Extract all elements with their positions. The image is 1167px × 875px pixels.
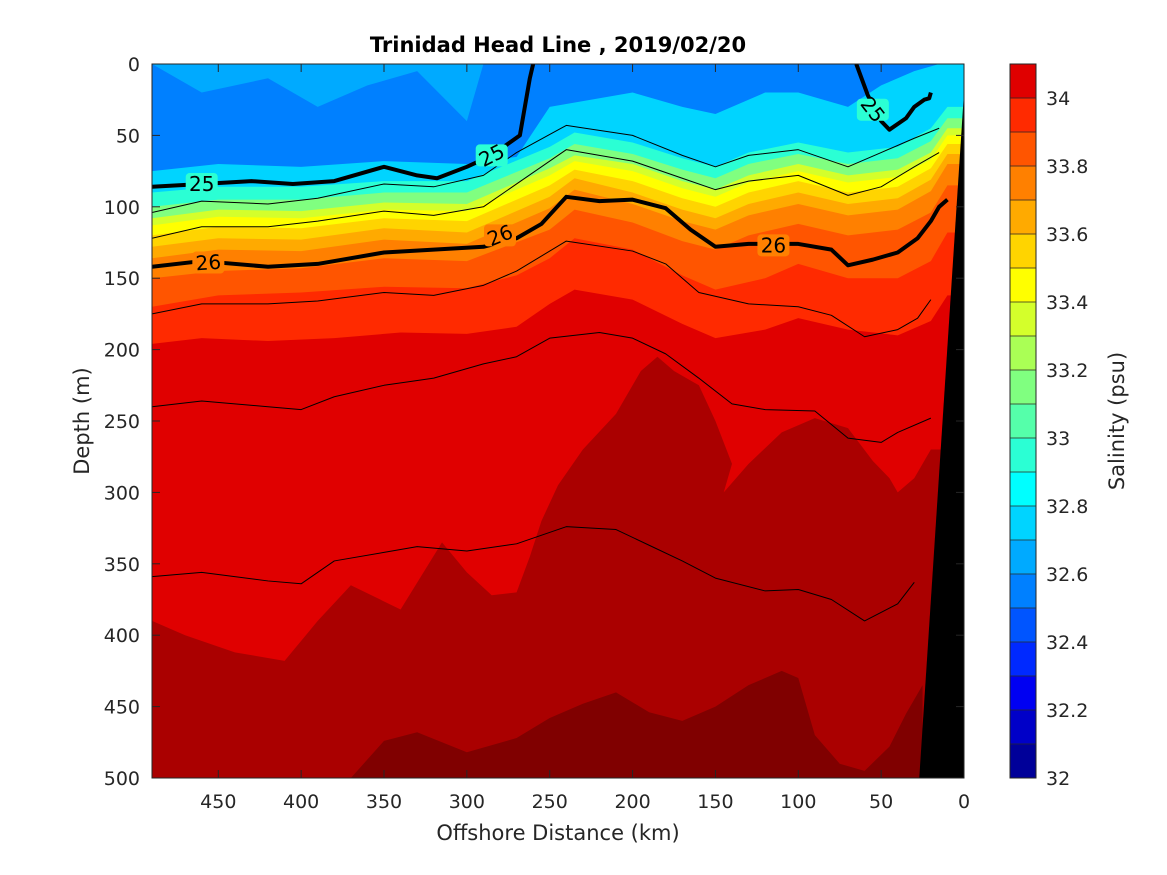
salinity-band-34.2	[350, 670, 923, 778]
contour-label-background	[475, 144, 508, 167]
y-tick-label: 450	[104, 697, 140, 719]
plot-area	[152, 64, 964, 778]
x-tick-label: 400	[283, 791, 319, 813]
colorbar-tick-label: 32.4	[1046, 632, 1088, 654]
colorbar-segment	[1010, 608, 1036, 643]
colorbar-tick-label: 32.6	[1046, 564, 1088, 586]
colorbar-segment	[1010, 438, 1036, 473]
density-contour-25	[152, 64, 536, 189]
density-contour-26	[152, 194, 949, 269]
y-tick-label: 300	[104, 482, 140, 504]
colorbar-segment	[1010, 336, 1036, 371]
colorbar-tick-label: 32.8	[1046, 496, 1088, 518]
colorbar-segment	[1010, 642, 1036, 677]
colorbar-segment	[1010, 744, 1036, 779]
x-tick-label: 250	[532, 791, 568, 813]
colorbar-segment	[1010, 404, 1036, 439]
colorbar: 32 32.2 32.4 32.6 32.8 33 33.2 33.4 33.6 33.8 34	[1009, 63, 1088, 790]
y-tick-label: 500	[104, 768, 140, 790]
x-tick-label: 450	[200, 791, 236, 813]
y-tick-label: 150	[104, 268, 140, 290]
colorbar-segment	[1010, 370, 1036, 405]
x-tick-label: 0	[958, 791, 970, 813]
colorbar-segment	[1010, 506, 1036, 541]
colorbar-tick-label: 32	[1046, 768, 1070, 790]
chart-title: Trinidad Head Line , 2019/02/20	[370, 33, 746, 57]
colorbar-segment	[1010, 200, 1036, 235]
y-axis-label: Depth (m)	[70, 367, 94, 474]
y-tick-label: 100	[104, 197, 140, 219]
colorbar-tick-label: 34	[1046, 88, 1070, 110]
colorbar-tick-label: 33.6	[1046, 224, 1088, 246]
colorbar-segment	[1010, 710, 1036, 745]
colorbar-frame	[1009, 63, 1037, 779]
colorbar-tick-label: 33.2	[1046, 360, 1088, 382]
y-tick-label: 50	[116, 125, 140, 147]
contour-label-background	[484, 224, 516, 247]
density-contour-minor-5	[152, 240, 932, 338]
salinity-fill-layers	[152, 64, 964, 778]
contour-label-background	[757, 234, 790, 257]
x-tick-label: 50	[869, 791, 893, 813]
colorbar-segment	[1010, 540, 1036, 575]
x-tick-label: 300	[449, 791, 485, 813]
density-contour-minor-4	[152, 149, 940, 239]
colorbar-tick-label: 33	[1046, 428, 1070, 450]
colorbar-segment	[1010, 234, 1036, 269]
x-axis: 450 400 350 300 250 200 150 100 50 0	[200, 64, 970, 813]
y-tick-label: 350	[104, 554, 140, 576]
x-tick-label: 150	[697, 791, 733, 813]
density-contour-minor-3	[152, 124, 940, 213]
contour-label-background	[192, 251, 225, 274]
bathymetry	[919, 92, 964, 778]
y-tick-label: 250	[104, 411, 140, 433]
contour-label-26-5: 26	[761, 233, 786, 257]
x-tick-label: 100	[780, 791, 816, 813]
density-contour-layer	[152, 64, 949, 622]
x-tick-label: 350	[366, 791, 402, 813]
colorbar-segment	[1010, 302, 1036, 337]
y-tick-label: 200	[104, 340, 140, 362]
colorbar-segment	[1010, 472, 1036, 507]
x-tick-label: 200	[614, 791, 650, 813]
colorbar-segment	[1010, 574, 1036, 609]
contour-label-26-3: 26	[195, 250, 222, 276]
colorbar-segment	[1010, 64, 1036, 99]
colorbar-segment	[1010, 268, 1036, 303]
colorbar-segment	[1010, 132, 1036, 167]
colorbar-tick-label: 33.4	[1046, 292, 1088, 314]
colorbar-tick-label: 33.8	[1046, 156, 1088, 178]
y-tick-label: 400	[104, 625, 140, 647]
colorbar-segment	[1010, 676, 1036, 711]
density-contour-minor-6	[152, 331, 932, 443]
colorbar-segment	[1010, 166, 1036, 201]
y-axis: 0 50 100 150 200 250 300 350 400 450 500	[104, 54, 964, 790]
colorbar-label: Salinity (psu)	[1105, 352, 1129, 490]
density-contour-minor-7	[152, 526, 915, 622]
colorbar-tick-label: 32.2	[1046, 700, 1088, 722]
contour-label-25-0: 25	[189, 172, 214, 196]
salinity-band-34.1	[152, 356, 964, 778]
contour-label-background	[856, 98, 889, 121]
contour-label-background	[185, 172, 218, 195]
y-tick-label: 0	[128, 54, 140, 76]
colorbar-segment	[1010, 98, 1036, 133]
x-axis-label: Offshore Distance (km)	[436, 821, 679, 845]
